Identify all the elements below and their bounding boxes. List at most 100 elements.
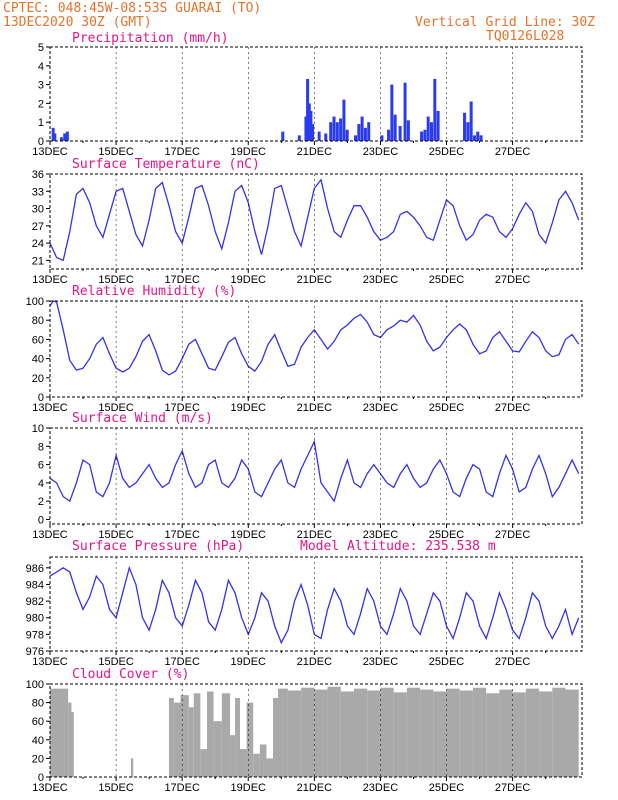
precip-bar xyxy=(403,82,407,141)
y-tick-label: 36 xyxy=(32,169,44,181)
pressure-panel: Surface Pressure (hPa) Model Altitude: 2… xyxy=(26,539,583,668)
x-tick-label: 19DEC xyxy=(231,529,267,541)
cloud-bar xyxy=(221,693,231,777)
cloud-bar xyxy=(472,687,487,777)
cloud-bar xyxy=(459,690,473,777)
x-tick-label: 27DEC xyxy=(495,656,531,668)
x-tick-label: 25DEC xyxy=(429,274,465,286)
temperature-title: Surface Temperature (nC) xyxy=(72,157,260,172)
precip-bar xyxy=(297,135,301,141)
precip-bar xyxy=(281,131,285,141)
header-location: CPTEC: 048:45W-08:53S GUARAI (TO) xyxy=(3,1,261,16)
precip-bar xyxy=(63,133,67,141)
precip-bar xyxy=(332,116,336,141)
precip-bar xyxy=(307,103,311,141)
precip-bar xyxy=(354,135,357,141)
cloud-bar xyxy=(512,692,526,777)
cloud-bar xyxy=(433,691,447,777)
precip-bar xyxy=(324,133,328,141)
precip-bar xyxy=(387,129,391,141)
cloud-bar xyxy=(246,702,254,777)
cloud-bar xyxy=(188,707,194,777)
wind-title: Surface Wind (m/s) xyxy=(72,411,213,426)
precip-bar xyxy=(469,101,473,141)
cloud-bar xyxy=(486,693,500,777)
cloud-bar xyxy=(287,690,302,777)
x-tick-label: 15DEC xyxy=(98,529,134,541)
x-tick-label: 19DEC xyxy=(231,782,267,794)
x-tick-label: 19DEC xyxy=(231,402,267,414)
x-tick-label: 13DEC xyxy=(32,656,68,668)
cloud-bar xyxy=(420,689,434,777)
x-tick-label: 13DEC xyxy=(32,274,68,286)
precipitation-panel: Precipitation (mm/h) 13DEC 15DEC 17DEC 19DE… xyxy=(32,31,583,158)
precip-bar xyxy=(357,124,361,141)
y-tick-label: 5 xyxy=(38,42,44,54)
cloud-bar xyxy=(230,735,236,777)
cloud-cover-title: Cloud Cover (%) xyxy=(72,667,189,682)
x-tick-label: 27DEC xyxy=(495,782,531,794)
precip-bar xyxy=(406,120,410,141)
precip-bar xyxy=(479,135,483,141)
cloud-bar xyxy=(278,688,288,777)
precip-bar xyxy=(472,135,476,141)
y-tick-label: 984 xyxy=(26,579,44,591)
y-tick-label: 60 xyxy=(32,716,44,728)
cloud-bar xyxy=(130,758,134,777)
precip-bar xyxy=(466,122,470,141)
header-run-code: TQ0126L028 xyxy=(486,29,564,44)
precip-bar xyxy=(433,78,437,141)
precip-bar xyxy=(420,131,424,141)
wind-series-line xyxy=(49,439,580,503)
cloud-bar xyxy=(499,689,513,777)
y-tick-label: 0 xyxy=(38,136,44,148)
x-tick-label: 21DEC xyxy=(297,782,333,794)
precip-bar xyxy=(51,127,55,141)
x-tick-label: 25DEC xyxy=(429,402,465,414)
precip-bar xyxy=(317,131,321,141)
y-tick-label: 978 xyxy=(26,629,44,641)
precip-bar xyxy=(423,129,427,141)
x-tick-label: 15DEC xyxy=(98,274,134,286)
x-tick-label: 19DEC xyxy=(231,274,267,286)
cloud-bar xyxy=(327,686,341,777)
y-tick-label: 40 xyxy=(32,735,44,747)
y-tick-label: 80 xyxy=(32,315,44,327)
x-tick-label: 21DEC xyxy=(297,402,333,414)
y-tick-label: 21 xyxy=(32,255,44,267)
x-tick-label: 23DEC xyxy=(363,402,399,414)
pressure-title: Surface Pressure (hPa) xyxy=(72,539,244,554)
cloud-bar xyxy=(301,687,315,777)
x-tick-label: 23DEC xyxy=(363,656,399,668)
precipitation-title: Precipitation (mm/h) xyxy=(72,31,229,46)
header: CPTEC: 048:45W-08:53S GUARAI (TO) 13DEC2… xyxy=(3,1,595,44)
x-tick-label: 23DEC xyxy=(363,274,399,286)
wind-panel: Surface Wind (m/s) 13DEC 15DEC 17DEC 19DEC 2… xyxy=(32,411,583,541)
y-tick-label: 10 xyxy=(32,423,44,435)
x-tick-label: 21DEC xyxy=(297,656,333,668)
x-tick-label: 13DEC xyxy=(32,146,68,158)
x-tick-label: 23DEC xyxy=(363,529,399,541)
y-tick-label: 8 xyxy=(38,441,44,453)
x-tick-label: 17DEC xyxy=(164,529,200,541)
x-tick-label: 17DEC xyxy=(164,782,200,794)
y-tick-label: 30 xyxy=(32,204,44,216)
cloud-bar xyxy=(525,688,540,777)
cloud-bar xyxy=(50,688,69,777)
precip-bar xyxy=(309,110,313,141)
cloud-bar xyxy=(180,695,189,777)
cloud-bar xyxy=(253,753,260,777)
y-tick-label: 986 xyxy=(26,563,44,575)
precip-bar xyxy=(304,116,308,141)
x-tick-label: 13DEC xyxy=(32,402,68,414)
cloud-bar xyxy=(446,688,460,777)
precip-bar xyxy=(306,78,310,141)
x-tick-label: 23DEC xyxy=(363,782,399,794)
cloud-bar xyxy=(206,691,214,777)
x-tick-label: 27DEC xyxy=(495,529,531,541)
precip-bar xyxy=(360,116,364,141)
cloud-bar xyxy=(393,692,407,777)
cloud-bar xyxy=(539,691,553,777)
precip-bar xyxy=(329,122,333,141)
x-tick-label: 15DEC xyxy=(98,402,134,414)
